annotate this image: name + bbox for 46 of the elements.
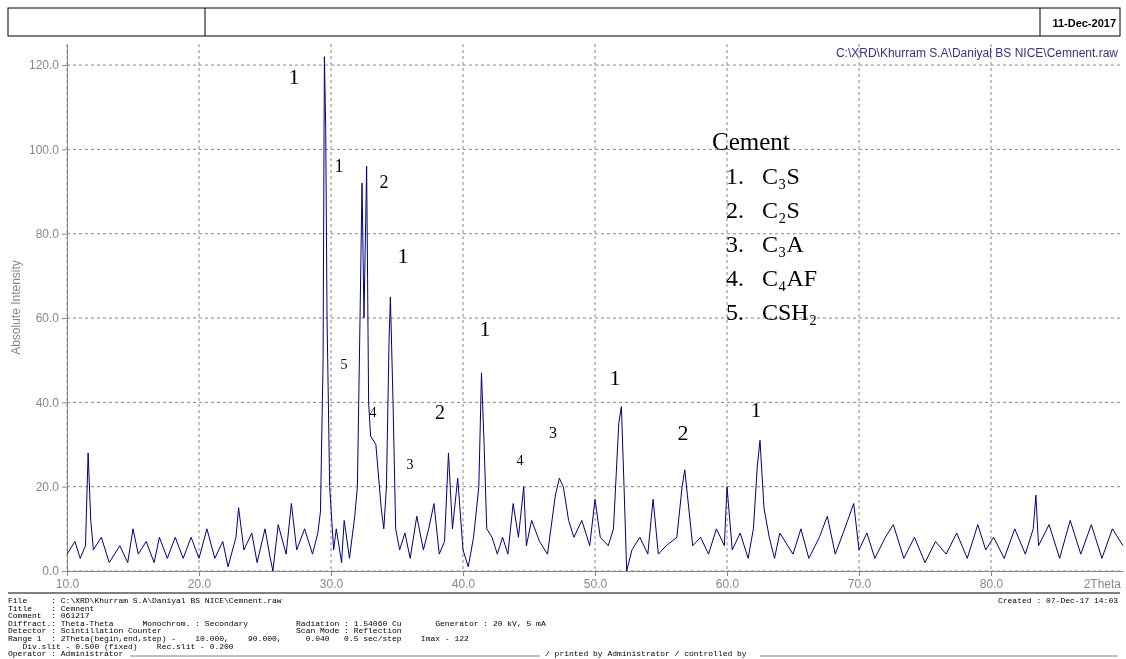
x-tick-label: 70.0 [847,576,872,591]
x-tick-label: 80.0 [979,576,1004,591]
text: 11-Dec-2017 [1052,17,1116,29]
y-tick-label: 100.0 [28,142,60,157]
y-tick-label: 40.0 [35,395,60,410]
y-tick-label: 60.0 [35,311,60,326]
text: Range 1 : 2Theta(begin,end,step) - 10.000, 90.000, 0.040 0.5 sec/step Imax - 122 [8,634,470,643]
annotation: 1 [288,63,300,89]
annotation: 3. C₃A [726,231,805,257]
annotation: 1 [397,242,409,268]
x-tick-label: 50.0 [583,576,608,591]
y-tick-label: 80.0 [35,227,60,242]
x-tick-label: 30.0 [319,576,344,591]
annotation: 2. C₂S [726,197,800,223]
text: Comment : 061217 [8,611,90,621]
x-tick-label: 60.0 [715,576,740,591]
annotation: 2 [677,419,689,445]
annotation: 4 [369,404,377,420]
annotation: 2 [435,401,445,423]
text: Title : Cemnent [8,603,95,613]
annotation: Cement [712,128,790,155]
annotation: 2 [379,172,389,193]
annotation: 5. CSH₂ [726,299,818,325]
annotation: 3 [406,456,414,472]
x-tick-label: 10.0 [55,576,80,591]
annotation: 4 [516,452,524,468]
y-tick-label: 20.0 [35,480,60,495]
text: Created : 07-Dec-17 14:03 [997,596,1119,605]
annotation: 1 [479,315,491,341]
annotation: 1 [334,156,344,177]
annotation: 3 [549,423,557,441]
x-tick-label: 40.0 [451,576,476,591]
text: File : C:\XRD\Khurram S.A\Daniyal BS NICE\Cemnent.raw [8,596,282,605]
text: / printed by Administrator / controlled by [545,649,747,658]
annotation: 1 [750,396,762,422]
x-tick-label: 20.0 [187,576,212,591]
annotation: 1. C₃S [726,163,800,189]
annotation: 5 [340,356,348,372]
y-axis-title: Absolute Intensity [9,260,23,355]
annotation: 1 [609,364,621,390]
x-axis-title: 2Theta [1083,577,1122,591]
text: Diffract.: Theta-Theta Monochrom. : Secondary Radiation : 1.54060 Cu Generator : 20 kV, 5 mA [8,618,546,628]
y-tick-label: 0.0 [42,564,60,579]
annotation: 4. C₄AF [726,265,818,291]
annotation: C:\XRD\Khurram S.A\Daniyal BS NICE\Cemnent.raw [835,46,1119,60]
y-tick-label: 120.0 [28,58,60,73]
